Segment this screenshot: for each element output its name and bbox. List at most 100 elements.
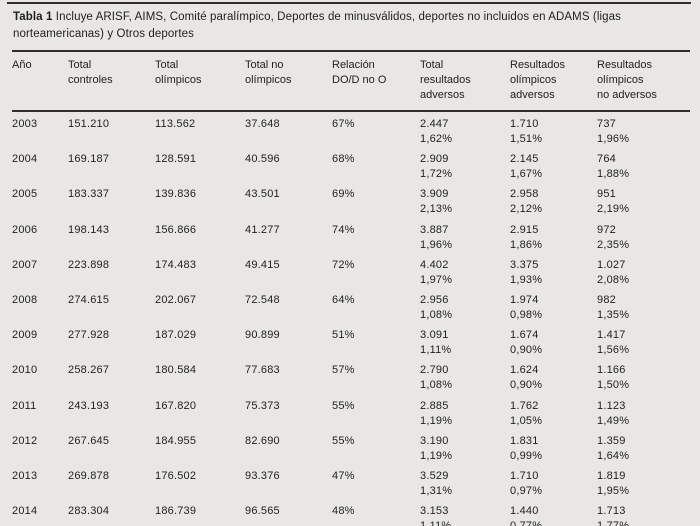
table-caption-text: Incluye ARISF, AIMS, Comité paralímpico,… [13, 11, 621, 40]
total-resultados-adversos-cell-valor: 2.447 [420, 118, 449, 130]
resultados-olimpicos-no-adversos-cell-valor: 1.417 [597, 329, 626, 342]
resultados-olimpicos-adversos-cell-valor: 1.762 [510, 399, 539, 412]
table-row: 2010 258.267 180.584 77.683 57% 2.790 1,08% 1.6… [12, 358, 690, 393]
total-resultados-adversos-cell-valor: 3.091 [420, 329, 449, 342]
resultados-olimpicos-no-adversos-cell: 982 1,35% [597, 288, 690, 323]
relacion-cell: 57% [332, 364, 355, 377]
col-header-resultados-olimpicos-adversos: Resultados olímpicos adversos [510, 59, 566, 101]
resultados-olimpicos-adversos-cell-pct: 0,97% [510, 484, 543, 497]
total-no-olimpicos-cell: 37.648 [245, 118, 280, 130]
resultados-olimpicos-no-adversos-cell: 764 1,88% [597, 147, 690, 182]
resultados-olimpicos-no-adversos-cell-valor: 1.166 [597, 364, 626, 377]
total-resultados-adversos-cell-valor: 2.909 [420, 153, 449, 166]
total-resultados-adversos-cell-pct: 2,13% [420, 203, 453, 216]
total-resultados-adversos-cell-pct: 1,62% [420, 133, 453, 146]
resultados-olimpicos-adversos-cell-valor: 2.145 [510, 153, 539, 166]
total-resultados-adversos-cell: 2.790 1,08% [420, 358, 510, 393]
resultados-olimpicos-no-adversos-cell-valor: 1.027 [597, 258, 626, 271]
relacion-cell: 48% [332, 505, 355, 518]
resultados-olimpicos-adversos-cell-valor: 1.624 [510, 364, 539, 377]
resultados-olimpicos-no-adversos-cell-valor: 972 [597, 223, 616, 236]
resultados-olimpicos-adversos-cell-pct: 0,90% [510, 344, 543, 357]
total-olimpicos-cell: 187.029 [155, 329, 197, 342]
resultados-olimpicos-adversos-cell: 1.762 1,05% [510, 394, 597, 429]
total-no-olimpicos-cell: 82.690 [245, 434, 280, 447]
resultados-olimpicos-adversos-cell-pct: 1,86% [510, 238, 543, 251]
resultados-olimpicos-adversos-cell: 1.710 1,51% [510, 111, 597, 147]
total-controles-cell: 198.143 [68, 223, 110, 236]
resultados-olimpicos-adversos-cell: 1.4400,77% [510, 499, 597, 526]
total-controles-cell: 169.187 [68, 153, 110, 166]
year-cell: 2008 [12, 293, 38, 306]
resultados-olimpicos-adversos-cell: 3.375 1,93% [510, 253, 597, 288]
resultados-olimpicos-no-adversos-cell-pct: 1,64% [597, 449, 630, 462]
total-no-olimpicos-cell: 96.565 [245, 505, 280, 518]
resultados-olimpicos-no-adversos-cell-valor: 951 [597, 188, 616, 201]
resultados-olimpicos-no-adversos-cell-pct: 2,35% [597, 238, 630, 251]
resultados-olimpicos-no-adversos-cell-pct: 1,56% [597, 344, 630, 357]
total-no-olimpicos-cell: 72.548 [245, 293, 280, 306]
resultados-olimpicos-no-adversos-cell: 1.166 1,50% [597, 358, 690, 393]
year-cell: 2011 [12, 399, 37, 412]
total-resultados-adversos-cell-pct: 1,08% [420, 309, 453, 322]
resultados-olimpicos-adversos-cell: 2.915 1,86% [510, 218, 597, 253]
year-cell: 2009 [12, 329, 38, 342]
resultados-olimpicos-no-adversos-cell-pct: 1,50% [597, 379, 630, 392]
resultados-olimpicos-no-adversos-cell-valor: 737 [597, 118, 616, 130]
resultados-olimpicos-adversos-cell-pct: 1,67% [510, 168, 543, 181]
resultados-olimpicos-no-adversos-cell-valor: 1.819 [597, 469, 626, 482]
resultados-olimpicos-adversos-cell-pct: 1,05% [510, 414, 543, 427]
relacion-cell: 72% [332, 258, 355, 271]
data-table: Año Total controles Total olímpicos Tota… [12, 50, 690, 526]
table-row: 2013 269.878 176.502 93.376 47% 3.529 1,31% 1.7… [12, 464, 690, 499]
resultados-olimpicos-adversos-cell-valor: 1.440 [510, 505, 539, 518]
year-cell: 2006 [12, 223, 38, 236]
total-resultados-adversos-cell-pct: 1,08% [420, 379, 453, 392]
resultados-olimpicos-adversos-cell-valor: 1.674 [510, 329, 539, 342]
table-row: 2004 169.187 128.591 40.596 68% 2.909 1,72% 2.1… [12, 147, 690, 182]
resultados-olimpicos-no-adversos-cell: 1.123 1,49% [597, 394, 690, 429]
resultados-olimpicos-adversos-cell-pct: 0,77% [510, 519, 593, 526]
total-resultados-adversos-cell: 3.190 1,19% [420, 429, 510, 464]
total-resultados-adversos-cell-pct: 1,11% [420, 519, 506, 526]
total-no-olimpicos-cell: 90.899 [245, 329, 280, 342]
resultados-olimpicos-adversos-cell: 1.831 0,99% [510, 429, 597, 464]
total-resultados-adversos-cell-valor: 3.153 [420, 505, 449, 518]
total-olimpicos-cell: 180.584 [155, 364, 197, 377]
resultados-olimpicos-adversos-cell-pct: 1,51% [510, 133, 543, 146]
total-controles-cell: 258.267 [68, 364, 110, 377]
resultados-olimpicos-no-adversos-cell-pct: 1,96% [597, 133, 630, 146]
total-resultados-adversos-cell-valor: 3.909 [420, 188, 449, 201]
total-controles-cell: 274.615 [68, 293, 110, 306]
table-row: 2008 274.615 202.067 72.548 64% 2.956 1,08% 1.9… [12, 288, 690, 323]
total-no-olimpicos-cell: 93.376 [245, 469, 280, 482]
resultados-olimpicos-adversos-cell-valor: 1.831 [510, 434, 539, 447]
total-controles-cell: 283.304 [68, 505, 110, 518]
relacion-cell: 64% [332, 293, 355, 306]
year-cell: 2014 [12, 505, 38, 518]
col-header-total-resultados-adversos: Total resultados adversos [420, 59, 471, 101]
resultados-olimpicos-no-adversos-cell-pct: 1,95% [597, 484, 630, 497]
resultados-olimpicos-no-adversos-cell: 1.819 1,95% [597, 464, 690, 499]
total-resultados-adversos-cell-valor: 2.885 [420, 399, 449, 412]
total-resultados-adversos-cell: 3.887 1,96% [420, 218, 510, 253]
resultados-olimpicos-adversos-cell: 2.145 1,67% [510, 147, 597, 182]
year-cell: 2003 [12, 118, 38, 130]
total-no-olimpicos-cell: 43.501 [245, 188, 280, 201]
total-resultados-adversos-cell-valor: 3.190 [420, 434, 449, 447]
resultados-olimpicos-adversos-cell-valor: 3.375 [510, 258, 539, 271]
col-header-resultados-olimpicos-no-adversos: Resultados olímpicos no adversos [597, 59, 657, 101]
resultados-olimpicos-adversos-cell-valor: 2.958 [510, 188, 539, 201]
total-no-olimpicos-cell: 41.277 [245, 223, 280, 236]
total-olimpicos-cell: 186.739 [155, 505, 197, 518]
table-row: 2012 267.645 184.955 82.690 55% 3.190 1,19% 1.8… [12, 429, 690, 464]
resultados-olimpicos-adversos-cell: 1.624 0,90% [510, 358, 597, 393]
resultados-olimpicos-no-adversos-cell-valor: 1.123 [597, 399, 626, 412]
resultados-olimpicos-adversos-cell-valor: 1.974 [510, 293, 539, 306]
resultados-olimpicos-adversos-cell-pct: 0,90% [510, 379, 543, 392]
table-header: Año Total controles Total olímpicos Tota… [12, 51, 690, 111]
total-no-olimpicos-cell: 77.683 [245, 364, 280, 377]
resultados-olimpicos-no-adversos-cell: 1.417 1,56% [597, 323, 690, 358]
